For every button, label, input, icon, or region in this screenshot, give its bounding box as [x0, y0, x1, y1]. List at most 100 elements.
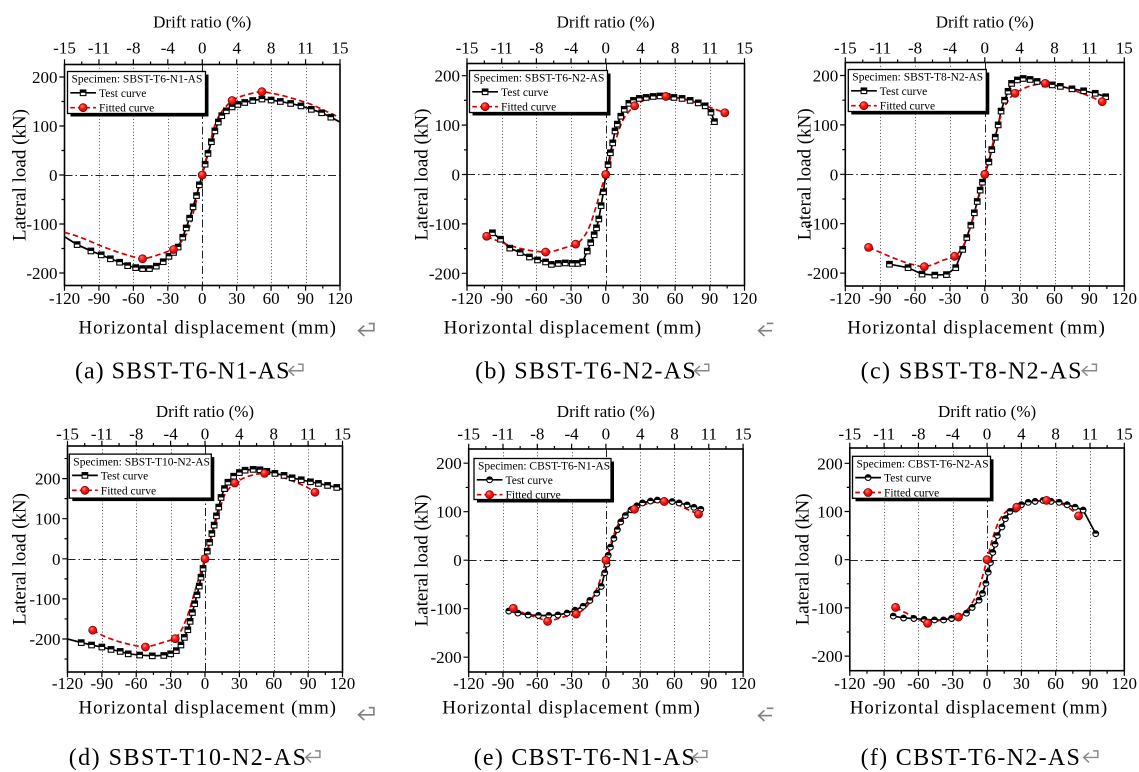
svg-text:Test curve: Test curve [884, 473, 931, 485]
svg-text:60: 60 [666, 674, 683, 693]
svg-text:-120: -120 [830, 289, 861, 308]
svg-text:Horizontal displacement (mm): Horizontal displacement (mm) [442, 698, 700, 719]
svg-text:-90: -90 [873, 674, 896, 693]
svg-text:-15: -15 [456, 39, 479, 58]
svg-text:100: 100 [32, 117, 58, 136]
svg-text:0: 0 [201, 674, 210, 693]
svg-text:-60: -60 [907, 674, 930, 693]
svg-text:90: 90 [1081, 289, 1098, 308]
svg-text:0: 0 [198, 289, 207, 308]
svg-text:0: 0 [198, 39, 207, 58]
svg-text:-200: -200 [429, 264, 460, 283]
svg-text:Horizontal displacement (mm): Horizontal displacement (mm) [78, 698, 336, 719]
svg-text:0: 0 [52, 550, 61, 569]
svg-text:-11: -11 [91, 425, 113, 444]
svg-text:100: 100 [436, 503, 462, 522]
svg-text:-120: -120 [52, 674, 83, 693]
svg-text:90: 90 [700, 674, 717, 693]
svg-text:-90: -90 [492, 674, 515, 693]
svg-text:4: 4 [1017, 425, 1026, 444]
svg-text:15: 15 [334, 425, 351, 444]
svg-text:-15: -15 [56, 425, 79, 444]
svg-text:-120: -120 [834, 674, 865, 693]
svg-text:11: 11 [1081, 39, 1097, 58]
svg-text:30: 30 [228, 289, 245, 308]
svg-text:Fitted curve: Fitted curve [501, 102, 556, 114]
svg-text:-90: -90 [91, 674, 114, 693]
svg-text:90: 90 [297, 289, 314, 308]
svg-text:-15: -15 [53, 39, 76, 58]
svg-text:200: 200 [32, 68, 58, 87]
svg-text:200: 200 [435, 67, 461, 86]
svg-text:-8: -8 [529, 39, 543, 58]
svg-text:Horizontal displacement (mm): Horizontal displacement (mm) [850, 698, 1108, 719]
svg-text:0: 0 [602, 425, 611, 444]
svg-text:90: 90 [701, 289, 718, 308]
svg-text:120: 120 [732, 289, 758, 308]
svg-text:4: 4 [636, 425, 645, 444]
svg-text:11: 11 [1082, 425, 1098, 444]
svg-text:-4: -4 [943, 39, 958, 58]
svg-text:Fitted curve: Fitted curve [506, 490, 561, 502]
svg-text:-120: -120 [453, 674, 484, 693]
svg-text:120: 120 [330, 674, 356, 693]
svg-text:-200: -200 [26, 264, 57, 283]
svg-text:(c) SBST-T8-N2-AS: (c) SBST-T8-N2-AS [861, 358, 1083, 384]
svg-text:30: 30 [1011, 289, 1028, 308]
svg-text:Specimen: SBST-T6-N1-AS: Specimen: SBST-T6-N1-AS [72, 74, 203, 86]
svg-text:120: 120 [327, 289, 353, 308]
svg-text:-100: -100 [26, 215, 57, 234]
svg-text:0: 0 [834, 551, 843, 570]
svg-text:200: 200 [813, 67, 839, 86]
svg-text:4: 4 [1015, 39, 1024, 58]
svg-text:-120: -120 [49, 289, 80, 308]
svg-text:Test curve: Test curve [506, 475, 553, 487]
svg-text:-4: -4 [564, 39, 579, 58]
svg-text:-15: -15 [834, 39, 857, 58]
svg-text:(d) SBST-T10-N2-AS: (d) SBST-T10-N2-AS [69, 745, 308, 771]
svg-text:-15: -15 [838, 425, 861, 444]
svg-text:30: 30 [1013, 674, 1030, 693]
svg-text:Test curve: Test curve [501, 87, 548, 99]
svg-text:(e) CBST-T6-N1-AS: (e) CBST-T6-N1-AS [474, 745, 696, 771]
svg-text:-100: -100 [29, 590, 60, 609]
svg-text:Test curve: Test curve [880, 86, 927, 98]
svg-text:-4: -4 [946, 425, 961, 444]
svg-text:0: 0 [981, 39, 990, 58]
svg-text:-11: -11 [491, 39, 513, 58]
svg-text:90: 90 [300, 674, 317, 693]
svg-text:Horizontal displacement (mm): Horizontal displacement (mm) [847, 318, 1105, 339]
svg-text:8: 8 [1050, 39, 1059, 58]
svg-text:-60: -60 [525, 289, 548, 308]
svg-text:30: 30 [632, 289, 649, 308]
svg-text:-15: -15 [457, 425, 480, 444]
svg-text:-90: -90 [490, 289, 513, 308]
svg-text:-4: -4 [161, 39, 176, 58]
svg-text:Lateral load (kN): Lateral load (kN) [793, 493, 814, 625]
svg-text:0: 0 [983, 674, 992, 693]
svg-text:60: 60 [667, 289, 684, 308]
svg-text:11: 11 [300, 425, 316, 444]
svg-text:15: 15 [332, 39, 349, 58]
svg-text:-60: -60 [125, 674, 148, 693]
svg-text:-8: -8 [908, 39, 922, 58]
svg-text:60: 60 [1046, 289, 1063, 308]
svg-text:Test curve: Test curve [101, 470, 148, 482]
svg-text:0: 0 [983, 425, 992, 444]
svg-text:0: 0 [602, 39, 611, 58]
svg-text:90: 90 [1081, 674, 1098, 693]
svg-text:-30: -30 [156, 289, 179, 308]
svg-text:15: 15 [1116, 39, 1133, 58]
svg-text:0: 0 [981, 289, 990, 308]
svg-text:8: 8 [670, 425, 679, 444]
svg-text:Specimen: CBST-T6-N2-AS: Specimen: CBST-T6-N2-AS [857, 459, 989, 471]
svg-text:-11: -11 [492, 425, 514, 444]
svg-text:4: 4 [235, 425, 244, 444]
svg-text:Lateral load (kN): Lateral load (kN) [795, 108, 816, 240]
svg-text:0: 0 [453, 551, 462, 570]
svg-text:-100: -100 [812, 599, 843, 618]
svg-text:-30: -30 [939, 289, 962, 308]
svg-text:11: 11 [701, 425, 717, 444]
svg-text:-200: -200 [812, 647, 843, 666]
svg-text:100: 100 [813, 116, 839, 135]
